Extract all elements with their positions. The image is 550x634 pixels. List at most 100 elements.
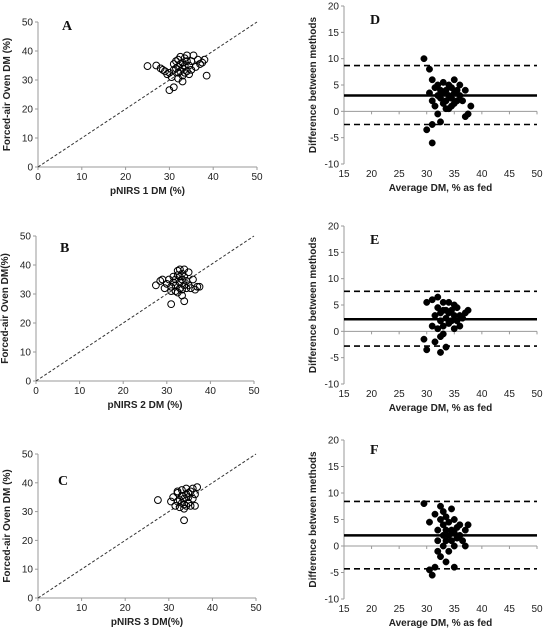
identity-line (37, 21, 258, 168)
panel-letter: D (370, 13, 380, 28)
data-point (426, 566, 433, 574)
y-tick-label: -5 (330, 568, 339, 579)
data-point (450, 516, 458, 523)
data-point (196, 60, 204, 68)
x-tick-label: 25 (394, 169, 406, 180)
data-point (428, 571, 436, 579)
data-point (173, 487, 182, 496)
x-tick-label: 20 (118, 386, 130, 397)
data-point (189, 275, 197, 284)
x-tick-label: 0 (33, 386, 39, 397)
data-point (431, 510, 439, 518)
data-point (186, 501, 195, 510)
data-point (184, 488, 193, 497)
data-point (434, 110, 442, 118)
data-point (453, 304, 461, 312)
x-tick-label: 50 (251, 172, 263, 183)
data-point (189, 51, 198, 60)
y-axis-title: Difference between methods (308, 451, 319, 588)
data-point (459, 537, 467, 545)
x-tick-label: 50 (531, 389, 543, 400)
x-tick-label: 40 (208, 172, 220, 183)
x-axis-title: pNIRS 3 DM(%) (111, 617, 183, 628)
data-point (437, 118, 444, 126)
data-point (442, 513, 450, 521)
y-axis-title: Forced-air Oven DM(%) (0, 253, 11, 364)
y-tick-label: 5 (333, 301, 339, 312)
y-tick-label: 30 (20, 290, 32, 301)
x-tick-label: 45 (504, 169, 516, 180)
data-point (178, 291, 186, 300)
data-point (180, 494, 188, 503)
y-tick-label: 20 (328, 2, 340, 13)
data-point (439, 508, 447, 515)
data-point (467, 102, 475, 110)
x-tick-label: 40 (476, 604, 488, 615)
data-point (442, 105, 450, 113)
data-point (450, 325, 458, 333)
data-point (437, 553, 444, 561)
data-point (171, 501, 180, 510)
panel-letter: A (62, 19, 73, 34)
data-point (178, 77, 187, 86)
data-point (428, 322, 436, 330)
y-tick-label: 15 (328, 28, 340, 39)
panel-d: -10 -5 0 5 10 15 20 15 20 25 30 35 40 45 50 Average DM,… (308, 2, 543, 195)
y-tick-label: 30 (22, 507, 34, 518)
data-point (439, 542, 447, 550)
data-point (428, 121, 436, 128)
x-tick-label: 15 (338, 604, 350, 615)
data-point (167, 287, 176, 296)
y-axis-title: Difference between methods (308, 236, 319, 373)
data-point (428, 139, 436, 147)
y-tick-label: -10 (325, 380, 340, 391)
data-point (439, 78, 447, 86)
data-point (143, 62, 152, 70)
y-tick-label: -5 (330, 353, 339, 364)
y-tick-label: 10 (20, 348, 32, 359)
y-tick-label: 20 (328, 222, 340, 233)
data-point (445, 298, 453, 306)
data-point (434, 526, 442, 534)
data-point (167, 282, 176, 291)
x-tick-label: 50 (531, 604, 543, 615)
x-tick-label: 10 (76, 172, 88, 183)
data-point (426, 89, 433, 97)
x-tick-label: 35 (449, 169, 461, 180)
y-tick-label: 50 (22, 450, 34, 461)
data-point (464, 521, 472, 529)
x-tick-label: 40 (207, 603, 219, 614)
data-point (442, 343, 450, 351)
data-point (202, 71, 211, 80)
x-tick-label: 25 (394, 389, 406, 400)
data-point (195, 282, 204, 291)
x-axis-title: Average DM, % as fed (389, 403, 493, 414)
y-tick-label: -10 (325, 595, 340, 606)
data-point (439, 330, 447, 338)
data-point (175, 265, 184, 274)
x-tick-label: 50 (531, 169, 543, 180)
data-point (423, 298, 431, 306)
data-point (156, 277, 165, 285)
y-tick-label: -5 (330, 133, 339, 144)
data-point (461, 113, 469, 121)
x-tick-label: 0 (35, 603, 41, 614)
data-point (448, 505, 455, 513)
data-point (442, 558, 450, 566)
data-point (464, 306, 472, 314)
data-point (450, 76, 458, 84)
x-axis-title: Average DM, % as fed (389, 618, 493, 629)
y-tick-label: 5 (333, 81, 339, 92)
data-point (420, 500, 428, 508)
y-tick-label: 50 (22, 18, 34, 29)
y-tick-label: 0 (25, 377, 31, 388)
data-point (200, 55, 209, 64)
data-point (184, 268, 193, 277)
x-tick-label: 30 (421, 604, 433, 615)
data-point (445, 547, 453, 555)
y-axis-title: Forced-air Oven DM (%) (2, 469, 13, 582)
y-tick-label: 10 (22, 565, 34, 576)
y-tick-label: 0 (27, 163, 33, 174)
data-point (445, 531, 453, 539)
x-tick-label: 40 (476, 169, 488, 180)
